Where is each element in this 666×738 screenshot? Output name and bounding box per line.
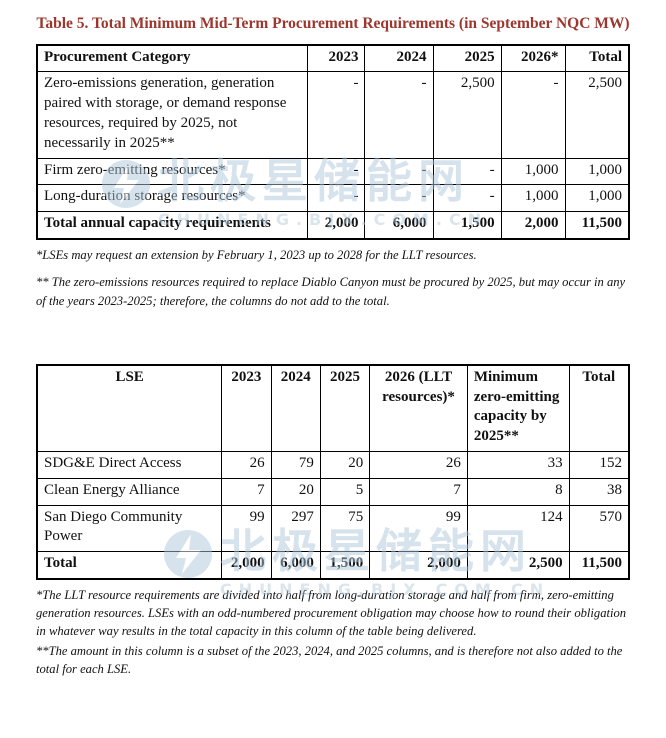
table-cell: 1,500 xyxy=(432,211,502,240)
table-cell: - xyxy=(306,71,366,159)
table-cell: 2,000 xyxy=(500,211,566,240)
row-label: Firm zero-emitting resources* xyxy=(36,157,308,186)
table-cell: - xyxy=(364,71,434,159)
table-cell: - xyxy=(500,71,566,159)
table-cell: 297 xyxy=(270,504,321,553)
table-cell: 5 xyxy=(319,477,371,506)
table-cell: - xyxy=(432,184,502,213)
table-cell: 7 xyxy=(369,477,468,506)
column-header-2023: 2023 xyxy=(306,44,366,73)
table-total-row: Total 2,000 6,000 1,500 2,000 2,500 11,5… xyxy=(36,551,630,580)
column-header-2023: 2023 xyxy=(221,364,272,452)
column-header-min-zero-emitting: Minimum zero-emitting capacity by 2025** xyxy=(466,364,570,452)
table-cell: - xyxy=(306,157,366,186)
table-cell: 99 xyxy=(369,504,468,553)
column-header-2024: 2024 xyxy=(270,364,321,452)
table-cell: - xyxy=(364,157,434,186)
table-cell: - xyxy=(306,184,366,213)
table-cell: - xyxy=(364,184,434,213)
table-row: Firm zero-emitting resources* - - - 1,00… xyxy=(36,157,630,186)
table-cell: 75 xyxy=(319,504,371,553)
table-row: SDG&E Direct Access 26 79 20 26 33 152 xyxy=(36,451,630,479)
column-header-2025: 2025 xyxy=(319,364,371,452)
table-cell: 99 xyxy=(221,504,272,553)
row-label: Long-duration storage resources* xyxy=(36,184,308,213)
table-cell: 2,000 xyxy=(369,551,468,580)
column-header-2026: 2026* xyxy=(500,44,566,73)
table-cell: 20 xyxy=(319,451,371,479)
footnote: **The amount in this column is a subset … xyxy=(36,643,623,676)
table-header-row: LSE 2023 2024 2025 2026 (LLT resources)*… xyxy=(36,364,630,452)
table-cell: 2,000 xyxy=(306,211,366,240)
table-cell: 2,500 xyxy=(564,71,630,159)
column-header-procurement-category: Procurement Category xyxy=(36,44,308,73)
table-cell: 2,500 xyxy=(432,71,502,159)
table-5-title: Table 5. Total Minimum Mid-Term Procurem… xyxy=(36,15,630,32)
table1-footnotes: *LSEs may request an extension by Februa… xyxy=(36,246,630,310)
table-cell: 1,000 xyxy=(564,184,630,213)
row-label: Total xyxy=(36,551,223,580)
table-cell: 38 xyxy=(568,477,630,506)
column-header-total: Total xyxy=(564,44,630,73)
footnote: *The LLT resource requirements are divid… xyxy=(36,587,627,639)
table-cell: 11,500 xyxy=(564,211,630,240)
column-header-2026-llt: 2026 (LLT resources)* xyxy=(369,364,468,452)
table-row: Zero-emissions generation, generation pa… xyxy=(36,71,630,159)
row-label: Zero-emissions generation, generation pa… xyxy=(36,71,308,159)
table-cell: 570 xyxy=(568,504,630,553)
table-cell: 2,500 xyxy=(466,551,570,580)
column-header-2025: 2025 xyxy=(432,44,502,73)
row-label: Clean Energy Alliance xyxy=(36,477,223,506)
table-cell: 1,500 xyxy=(319,551,371,580)
table-cell: 79 xyxy=(270,451,321,479)
footnote: *LSEs may request an extension by Februa… xyxy=(36,248,477,263)
lse-allocation-table: LSE 2023 2024 2025 2026 (LLT resources)*… xyxy=(36,363,630,580)
table-cell: 1,000 xyxy=(500,184,566,213)
table-cell: 1,000 xyxy=(500,157,566,186)
table-cell: 2,000 xyxy=(221,551,272,580)
table-cell: 11,500 xyxy=(568,551,630,580)
table-cell: 20 xyxy=(270,477,321,506)
table-cell: 152 xyxy=(568,451,630,479)
table2-footnotes: *The LLT resource requirements are divid… xyxy=(36,586,630,678)
row-label: San Diego Community Power xyxy=(36,504,223,553)
table-row: San Diego Community Power 99 297 75 99 1… xyxy=(36,504,630,553)
row-label: SDG&E Direct Access xyxy=(36,451,223,479)
procurement-requirements-table: Procurement Category 2023 2024 2025 2026… xyxy=(36,43,630,241)
table-cell: 26 xyxy=(221,451,272,479)
table-cell: 6,000 xyxy=(364,211,434,240)
table-row: Long-duration storage resources* - - - 1… xyxy=(36,184,630,213)
footnote: ** The zero-emissions resources required… xyxy=(36,275,626,308)
table-cell: 1,000 xyxy=(564,157,630,186)
table-cell: 6,000 xyxy=(270,551,321,580)
table-cell: 26 xyxy=(369,451,468,479)
table-cell: 8 xyxy=(466,477,570,506)
table-header-row: Procurement Category 2023 2024 2025 2026… xyxy=(36,44,630,73)
table-cell: - xyxy=(432,157,502,186)
table-total-row: Total annual capacity requirements 2,000… xyxy=(36,211,630,240)
row-label: Total annual capacity requirements xyxy=(36,211,308,240)
column-header-lse: LSE xyxy=(36,364,223,452)
table-cell: 33 xyxy=(466,451,570,479)
table-cell: 124 xyxy=(466,504,570,553)
column-header-total: Total xyxy=(568,364,630,452)
table-cell: 7 xyxy=(221,477,272,506)
column-header-2024: 2024 xyxy=(364,44,434,73)
table-row: Clean Energy Alliance 7 20 5 7 8 38 xyxy=(36,477,630,506)
